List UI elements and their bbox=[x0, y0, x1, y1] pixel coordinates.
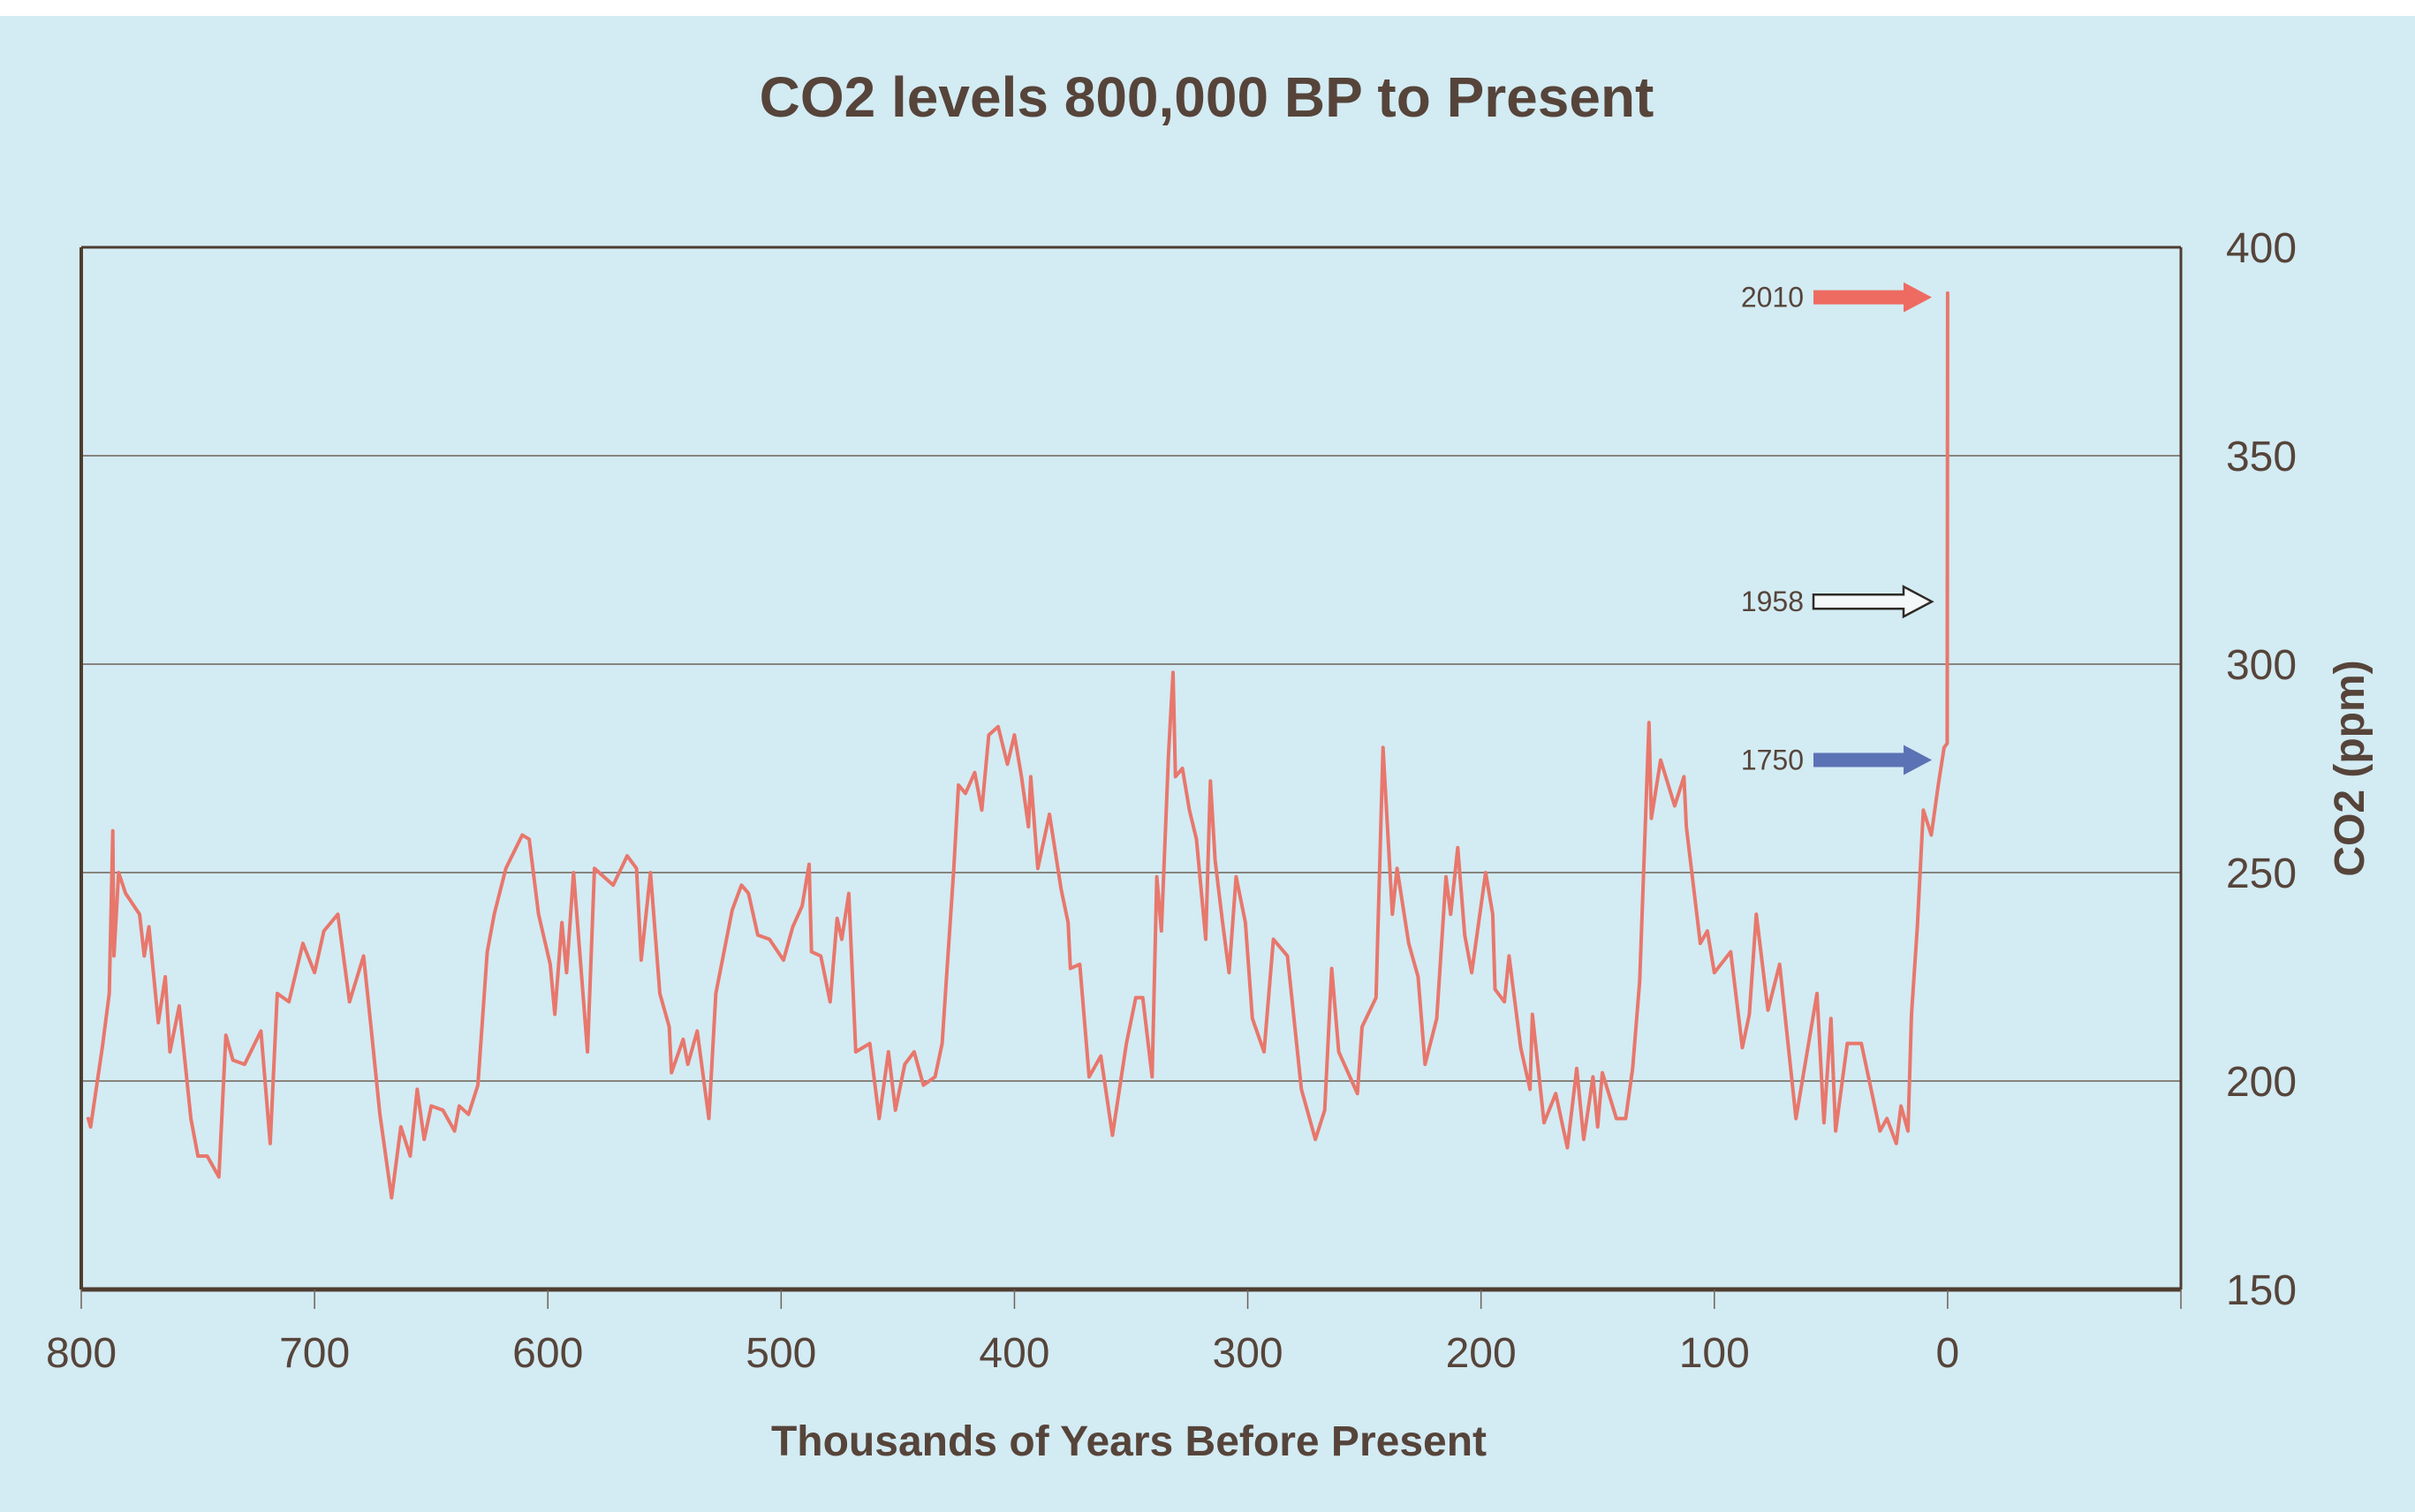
x-tick-label: 800 bbox=[46, 1330, 117, 1377]
x-tick-label: 700 bbox=[279, 1330, 350, 1377]
annotation-1958: 1958 bbox=[1741, 585, 1934, 619]
series-line-co2 bbox=[86, 291, 1949, 1200]
x-tick-label: 600 bbox=[512, 1330, 583, 1377]
y-tick-label: 400 bbox=[2226, 225, 2297, 272]
annotation-2010: 2010 bbox=[1741, 282, 1932, 314]
x-axis: 800 700 600 500 400 300 200 100 0 bbox=[46, 1289, 2182, 1377]
annotations: 2010 1958 1750 bbox=[1741, 282, 1934, 776]
annotation-1750: 1750 bbox=[1741, 745, 1932, 776]
annotation-label: 2010 bbox=[1741, 282, 1804, 314]
plot-frame bbox=[79, 246, 2183, 1292]
arrow-right-icon bbox=[1813, 282, 1932, 313]
arrow-right-icon bbox=[1812, 585, 1934, 619]
x-tick-label: 200 bbox=[1446, 1330, 1517, 1377]
y-axis-title: CO2 (ppm) bbox=[2327, 660, 2373, 876]
arrow-right-icon bbox=[1813, 745, 1932, 775]
annotation-label: 1750 bbox=[1741, 745, 1804, 776]
x-tick-label: 400 bbox=[979, 1330, 1049, 1377]
x-tick-label: 300 bbox=[1213, 1330, 1283, 1377]
x-tick-label: 0 bbox=[1936, 1330, 1960, 1377]
chart-page: CO2 levels 800,000 BP to Present 800 700 6… bbox=[0, 16, 2415, 1512]
annotation-label: 1958 bbox=[1741, 586, 1804, 617]
co2-chart: CO2 levels 800,000 BP to Present 800 700 6… bbox=[46, 65, 2373, 1465]
x-tick-label: 500 bbox=[746, 1330, 816, 1377]
y-tick-label: 300 bbox=[2226, 642, 2297, 689]
y-tick-label: 350 bbox=[2226, 434, 2297, 480]
chart-title: CO2 levels 800,000 BP to Present bbox=[760, 65, 1654, 129]
x-axis-title: Thousands of Years Before Present bbox=[771, 1418, 1487, 1465]
y-tick-label: 150 bbox=[2226, 1267, 2297, 1314]
y-tick-label: 250 bbox=[2226, 850, 2297, 897]
y-tick-label: 200 bbox=[2226, 1059, 2297, 1106]
data-series bbox=[86, 291, 1949, 1200]
x-tick-label: 100 bbox=[1679, 1330, 1750, 1377]
gridlines bbox=[81, 455, 2181, 1082]
y-axis: 150 200 250 300 350 400 bbox=[2226, 225, 2297, 1314]
